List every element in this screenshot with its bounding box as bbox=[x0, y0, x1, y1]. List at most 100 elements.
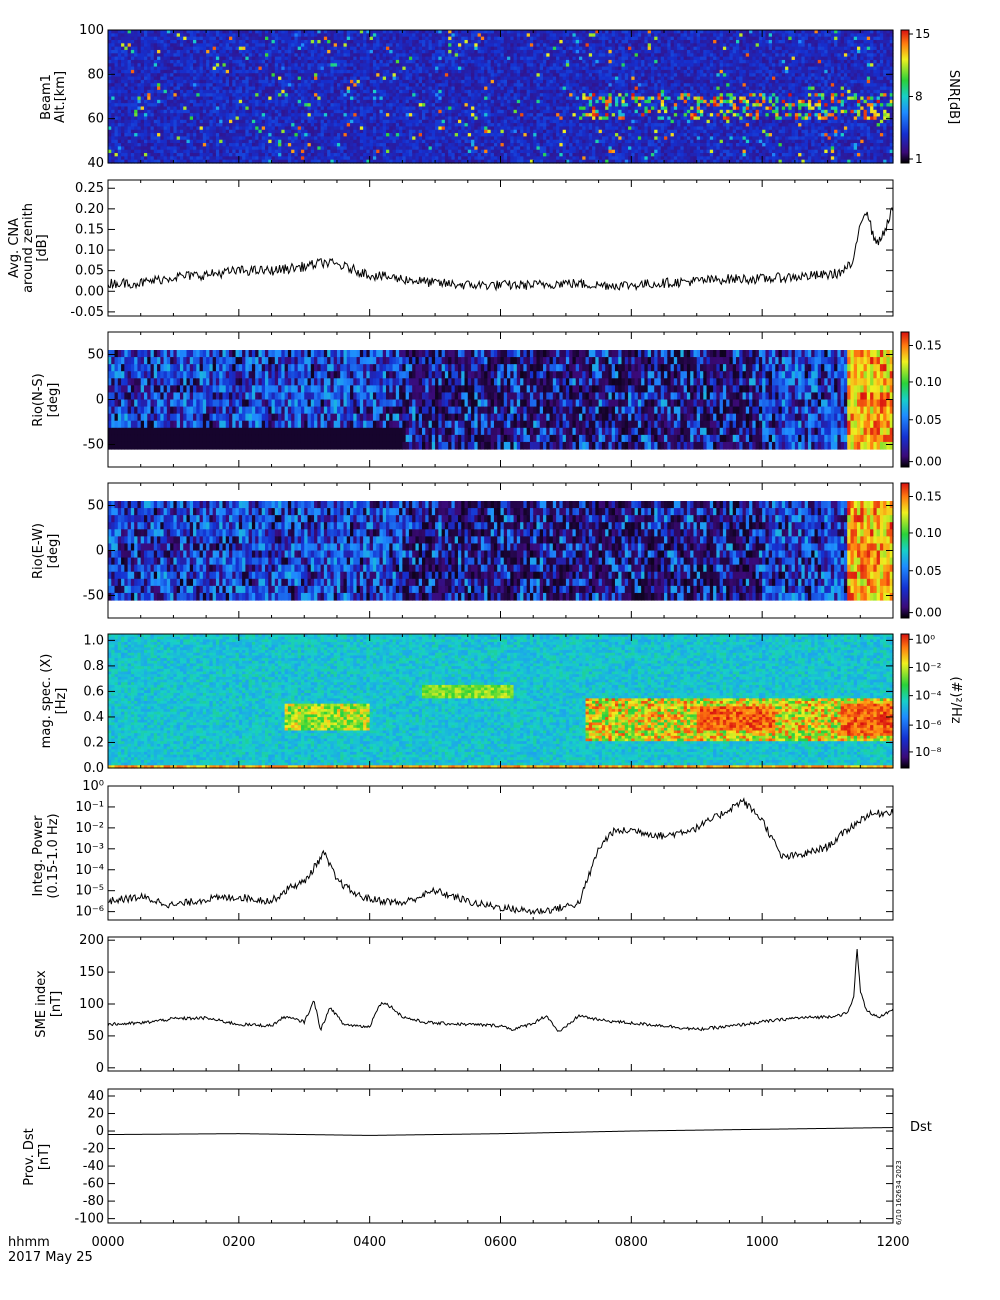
beam1-cell bbox=[176, 86, 181, 91]
beam1-cell bbox=[222, 43, 227, 48]
beam1-cell bbox=[206, 143, 210, 147]
beam1-cell bbox=[215, 146, 220, 151]
beam1-cell bbox=[202, 96, 207, 101]
beam1-cell bbox=[170, 139, 175, 144]
beam1-cell bbox=[222, 106, 227, 111]
beam1-cell bbox=[160, 49, 165, 54]
beam1-cell bbox=[232, 49, 237, 54]
beam1-cell bbox=[186, 139, 191, 144]
beam1-cell bbox=[147, 103, 152, 108]
beam1-cell bbox=[160, 66, 165, 71]
beam1-cell bbox=[121, 103, 125, 108]
beam1-cell bbox=[215, 159, 220, 164]
beam1-cell bbox=[225, 53, 230, 58]
beam1-cell bbox=[261, 129, 266, 134]
beam1-cell bbox=[111, 63, 116, 68]
beam1-cell bbox=[150, 46, 155, 51]
beam1-cell bbox=[157, 66, 161, 71]
beam1-cell bbox=[265, 53, 269, 58]
beam1-cell bbox=[235, 153, 240, 157]
beam1-cell bbox=[111, 66, 116, 71]
beam1-cell bbox=[147, 146, 152, 151]
beam1-cell bbox=[121, 153, 125, 157]
beam1-cell bbox=[193, 139, 197, 144]
beam1-cell bbox=[176, 79, 181, 84]
beam1-cell bbox=[229, 63, 233, 68]
beam1-cell bbox=[242, 49, 246, 54]
beam1-cell bbox=[186, 83, 191, 88]
beam1-cell bbox=[134, 109, 139, 114]
beam1-cell bbox=[189, 76, 194, 81]
beam1-cell bbox=[157, 116, 161, 121]
beam1-cell bbox=[108, 43, 112, 48]
beam1-cell bbox=[196, 69, 201, 74]
beam1-cell bbox=[157, 133, 161, 137]
beam1-cell bbox=[215, 133, 220, 137]
beam1-cell bbox=[117, 49, 122, 54]
beam1-cell bbox=[222, 69, 227, 74]
beam1-cell bbox=[189, 59, 194, 64]
beam1-cell bbox=[186, 33, 191, 38]
beam1-cell bbox=[124, 119, 129, 124]
beam1-cell bbox=[248, 56, 253, 61]
beam1-cell bbox=[238, 119, 243, 124]
beam1-cell bbox=[251, 133, 256, 137]
beam1-cell bbox=[176, 43, 181, 48]
beam1-cell bbox=[215, 30, 220, 34]
beam1-cell bbox=[150, 106, 155, 111]
beam1-cell bbox=[183, 106, 188, 111]
beam1-cell bbox=[114, 106, 119, 111]
beam1-cell bbox=[124, 153, 129, 157]
beam1-cell bbox=[219, 146, 224, 151]
beam1-cell bbox=[157, 99, 161, 104]
beam1-cell bbox=[157, 59, 161, 64]
beam1-cell bbox=[176, 66, 181, 71]
beam1-cell bbox=[238, 83, 243, 88]
beam1-cell bbox=[124, 146, 129, 151]
beam1-cell bbox=[245, 79, 250, 84]
beam1-cell bbox=[193, 56, 197, 61]
beam1-cell bbox=[140, 76, 145, 81]
beam1-cell bbox=[173, 123, 178, 128]
beam1-cell bbox=[176, 156, 181, 161]
beam1-cell bbox=[186, 126, 191, 131]
beam1-cell bbox=[170, 126, 175, 131]
beam1-cell bbox=[248, 96, 253, 101]
beam1-cell bbox=[199, 73, 204, 78]
beam1-cell bbox=[196, 73, 201, 78]
beam1-cell bbox=[186, 119, 191, 124]
beam1-cell bbox=[173, 99, 178, 104]
beam1-cell bbox=[251, 116, 256, 121]
beam1-cell bbox=[111, 89, 116, 94]
beam1-cell bbox=[209, 146, 214, 151]
beam1-cell bbox=[163, 46, 168, 51]
beam1-cell bbox=[170, 73, 175, 78]
beam1-cell bbox=[124, 43, 129, 48]
beam1-cell bbox=[251, 39, 256, 44]
beam1-cell bbox=[163, 66, 168, 71]
beam1-cell bbox=[147, 36, 152, 41]
beam1-cell bbox=[193, 136, 197, 141]
beam1-cell bbox=[261, 30, 266, 34]
beam1-cell bbox=[251, 56, 256, 61]
beam1-cell bbox=[183, 66, 188, 71]
beam1-cell bbox=[160, 106, 165, 111]
beam1-cell bbox=[265, 63, 269, 68]
beam1-cell bbox=[235, 43, 240, 48]
beam1-cell bbox=[215, 46, 220, 51]
beam1-cell bbox=[121, 73, 125, 78]
beam1-cell bbox=[248, 156, 253, 161]
beam1-cell bbox=[157, 153, 161, 157]
beam1-cell bbox=[137, 36, 142, 41]
beam1-cell bbox=[157, 63, 161, 68]
beam1-cell bbox=[238, 136, 243, 141]
beam1-cell bbox=[255, 159, 260, 164]
beam1-cell bbox=[137, 73, 142, 78]
beam1-cell bbox=[157, 109, 161, 114]
beam1-cell bbox=[176, 56, 181, 61]
beam1-cell bbox=[261, 46, 266, 51]
beam1-cell bbox=[199, 43, 204, 48]
beam1-cell bbox=[153, 86, 158, 91]
beam1-cell bbox=[238, 79, 243, 84]
beam1-cell bbox=[114, 143, 119, 147]
